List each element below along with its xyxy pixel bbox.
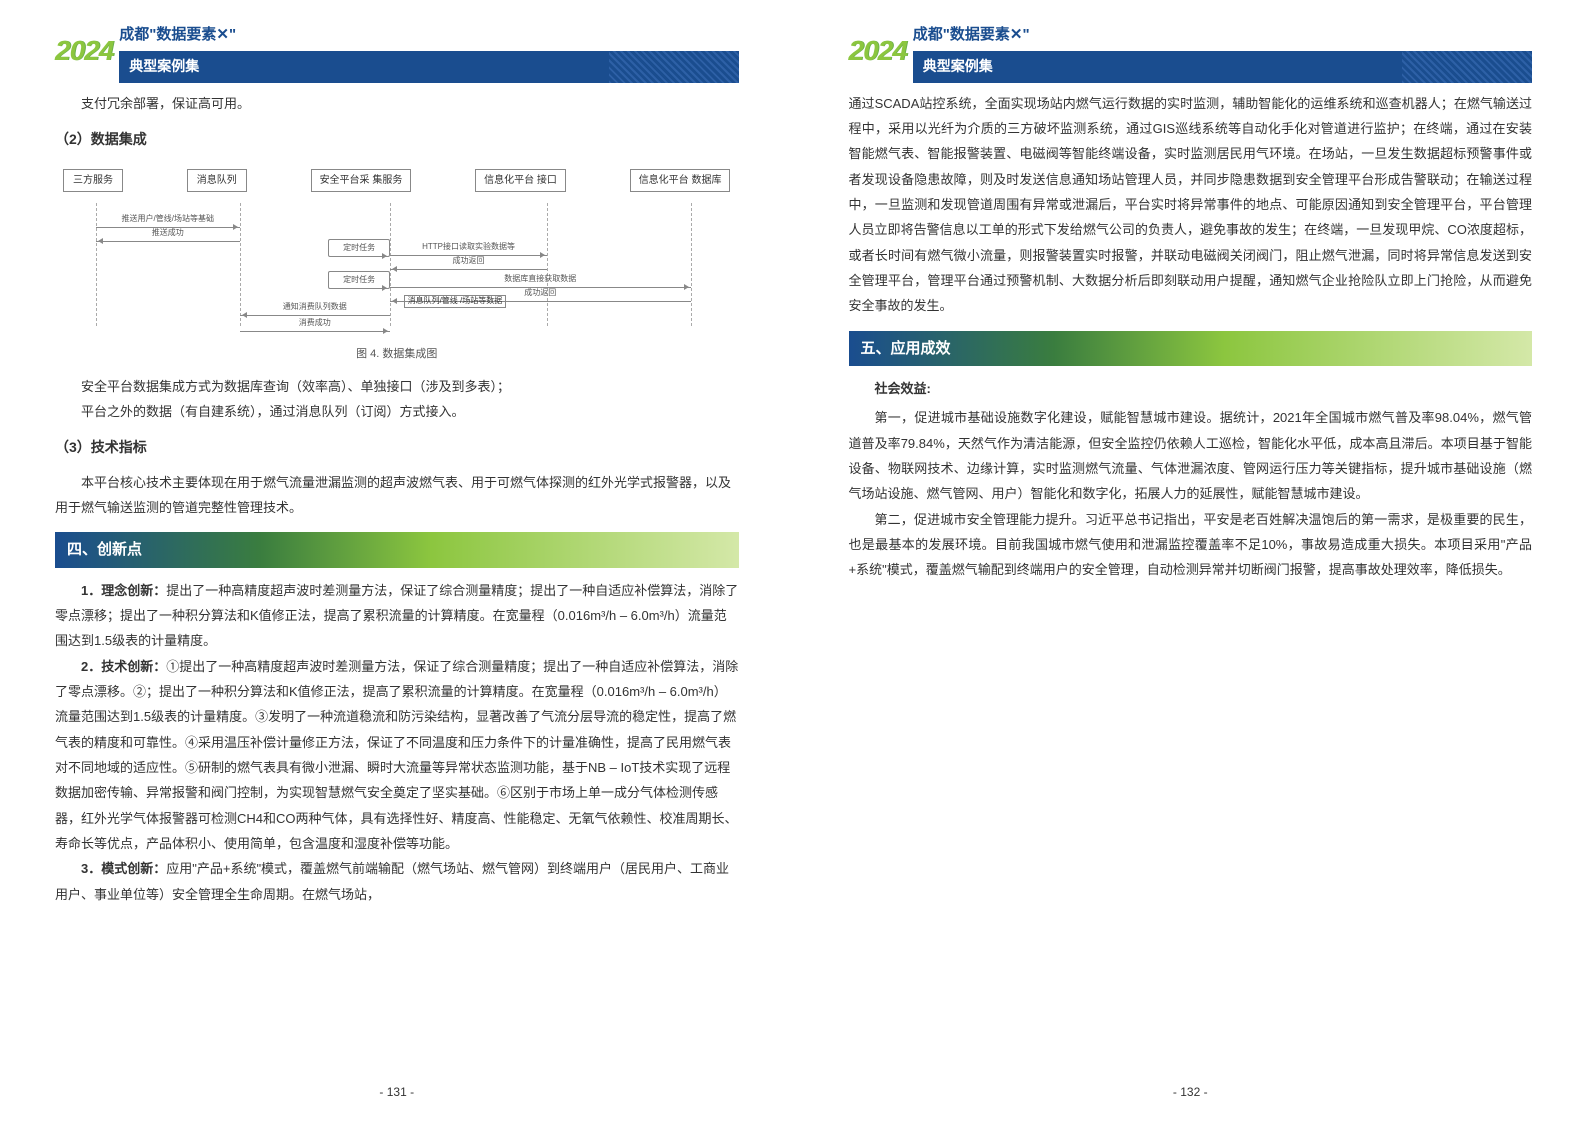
inn1-label: 1．理念创新：	[81, 583, 166, 598]
flow-5: 定时任务	[328, 271, 390, 289]
dbox-2: 安全平台采 集服务	[311, 169, 412, 192]
title-bar-text: 典型案例集	[129, 53, 199, 80]
flow-2: 定时任务	[328, 239, 390, 257]
line0: 支付冗余部署，保证高可用。	[55, 91, 739, 116]
inn2-text: ①提出了一种高精度超声波时差测量方法，保证了综合测量精度；提出了一种自适应补偿算…	[55, 659, 738, 851]
right-p2: 第一，促进城市基础设施数字化建设，赋能智慧城市建设。据统计，2021年全国城市燃…	[849, 405, 1533, 506]
flow-9: 消费成功	[240, 315, 390, 332]
page-number-left: - 131 -	[0, 1081, 794, 1104]
diagram-lines: 推送用户/管线/场站等基础 推送成功 定时任务 HTTP接口读取实验数据等 成功…	[55, 203, 739, 336]
inn3-label: 3．模式创新：	[81, 861, 166, 876]
dbox-0: 三方服务	[63, 169, 123, 192]
header: 2024 成都"数据要素✕" 典型案例集	[55, 20, 739, 83]
heading-tech-index: （3）技术指标	[55, 434, 739, 461]
header-right: 2024 成都"数据要素✕" 典型案例集	[849, 20, 1533, 83]
dbox-4: 信息化平台 数据库	[630, 169, 731, 192]
figure-caption: 图 4. 数据集成图	[55, 344, 739, 365]
p3: 本平台核心技术主要体现在用于燃气流量泄漏监测的超声波燃气表、用于可燃气体探测的红…	[55, 470, 739, 521]
title-top-r: 成都"数据要素✕"	[913, 20, 1532, 49]
title-block: 成都"数据要素✕" 典型案例集	[119, 20, 738, 83]
inn2-label: 2．技术创新：	[81, 659, 166, 674]
diagram-boxes: 三方服务 消息队列 安全平台采 集服务 信息化平台 接口 信息化平台 数据库	[55, 169, 739, 192]
integration-diagram: 三方服务 消息队列 安全平台采 集服务 信息化平台 接口 信息化平台 数据库 推…	[55, 161, 739, 336]
page-right: 2024 成都"数据要素✕" 典型案例集 通过SCADA站控系统，全面实现场站内…	[794, 0, 1587, 1122]
right-p3: 第二，促进城市安全管理能力提升。习近平总书记指出，平安是老百姓解决温饱后的第一需…	[849, 507, 1533, 583]
flow-10: 消息队列/管线 /场站等数据	[404, 295, 507, 308]
flow-4: 成功返回	[390, 253, 547, 270]
flow-1: 推送成功	[96, 225, 240, 242]
flow-8: 通知消费队列数据	[240, 299, 390, 316]
title-bar: 典型案例集	[119, 51, 738, 82]
right-p1: 通过SCADA站控系统，全面实现场站内燃气运行数据的实时监测，辅助智能化的运维系…	[849, 91, 1533, 319]
innovation-3: 3．模式创新：应用"产品+系统"模式，覆盖燃气前端输配（燃气场站、燃气管网）到终…	[55, 856, 739, 907]
p2: 平台之外的数据（有自建系统），通过消息队列（订阅）方式接入。	[55, 399, 739, 424]
year-logo-r: 2024	[849, 24, 907, 79]
dbox-1: 消息队列	[187, 169, 247, 192]
page-left: 2024 成都"数据要素✕" 典型案例集 支付冗余部署，保证高可用。 （2）数据…	[0, 0, 794, 1122]
dbox-3: 信息化平台 接口	[475, 169, 566, 192]
page-number-right: - 132 -	[794, 1081, 1587, 1104]
innovation-2: 2．技术创新：①提出了一种高精度超声波时差测量方法，保证了综合测量精度；提出了一…	[55, 654, 739, 857]
band-application: 五、应用成效	[849, 331, 1533, 366]
title-top: 成都"数据要素✕"	[119, 20, 738, 49]
year-logo: 2024	[55, 24, 113, 79]
heading-data-integration: （2）数据集成	[55, 126, 739, 153]
band-innovation: 四、创新点	[55, 532, 739, 567]
title-bar-r: 典型案例集	[913, 51, 1532, 82]
title-block-r: 成都"数据要素✕" 典型案例集	[913, 20, 1532, 83]
innovation-1: 1．理念创新：提出了一种高精度超声波时差测量方法，保证了综合测量精度；提出了一种…	[55, 578, 739, 654]
sub-social-benefit: 社会效益:	[849, 376, 1533, 401]
p1: 安全平台数据集成方式为数据库查询（效率高）、单独接口（涉及到多表）；	[55, 374, 739, 399]
title-bar-text-r: 典型案例集	[923, 53, 993, 80]
